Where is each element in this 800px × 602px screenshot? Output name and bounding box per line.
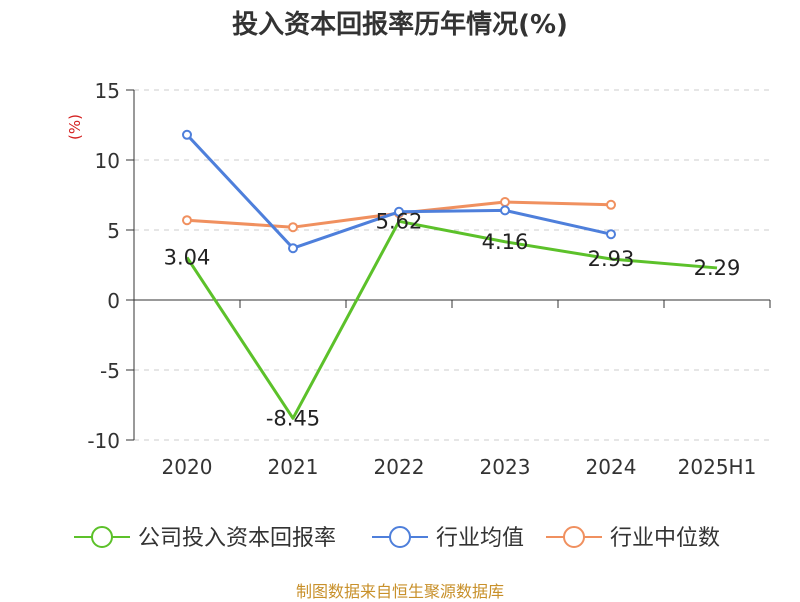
data-point	[394, 206, 404, 217]
legend-label: 行业中位数	[610, 526, 720, 551]
axis-layer: 15 10 5 0 -5 -10 2020 2021 2022 2023 2024 2025H1	[87, 79, 771, 479]
y-tick-label: 0	[107, 289, 120, 313]
y-tick-label: -5	[100, 359, 120, 383]
data-point	[288, 222, 298, 233]
series-line	[185, 219, 718, 420]
chart-title: 投入资本回报率历年情况(%)	[232, 10, 568, 40]
data-label: 5.62	[376, 209, 423, 233]
legend-marker	[91, 526, 113, 548]
legend-label: 行业均值	[436, 526, 524, 551]
y-tick-label: -10	[87, 429, 120, 453]
x-tick-label: 2021	[268, 455, 319, 479]
x-tick-label: 2022	[374, 455, 425, 479]
data-label: 4.16	[482, 230, 529, 254]
y-axis-unit-label: (%)	[66, 114, 84, 140]
data-label: -8.45	[266, 406, 320, 430]
y-tick-label: 5	[107, 219, 120, 243]
data-label-layer: 3.04 -8.45 5.62 4.16 2.93 2.29	[164, 209, 741, 430]
x-tick-label: 2020	[162, 455, 213, 479]
legend-label: 公司投入资本回报率	[138, 526, 336, 551]
x-tick-label: 2023	[480, 455, 531, 479]
data-point	[182, 215, 192, 226]
legend-marker	[563, 526, 585, 548]
data-label: 3.04	[164, 245, 211, 269]
data-point	[288, 243, 298, 254]
x-tick-label: 2025H1	[678, 455, 757, 479]
data-point	[500, 205, 510, 216]
y-tick-label: 10	[95, 149, 120, 173]
y-tick-label: 15	[95, 79, 120, 103]
grid-layer	[134, 89, 770, 441]
data-point	[182, 129, 192, 140]
data-label: 2.93	[588, 247, 635, 271]
series-layer	[182, 129, 718, 420]
legend: 公司投入资本回报率 行业均值 行业中位数	[74, 526, 720, 551]
data-point	[606, 199, 616, 210]
data-label: 2.29	[694, 256, 741, 280]
legend-marker	[389, 526, 411, 548]
data-point	[500, 197, 510, 207]
data-point	[606, 229, 616, 240]
source-note: 制图数据来自恒生聚源数据库	[295, 582, 504, 601]
x-tick-label: 2024	[586, 455, 637, 479]
